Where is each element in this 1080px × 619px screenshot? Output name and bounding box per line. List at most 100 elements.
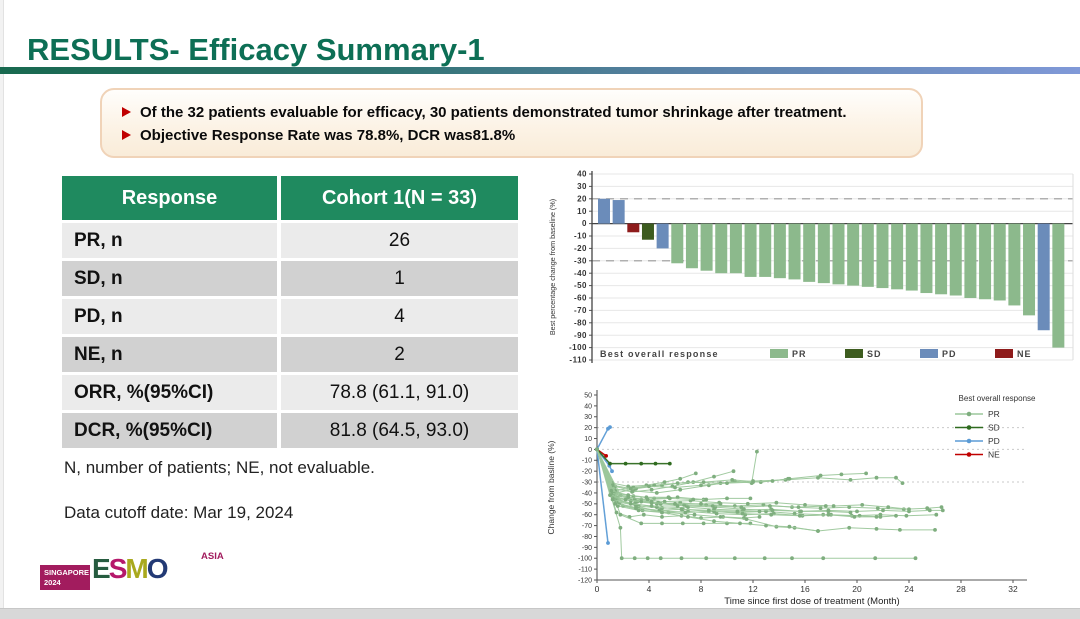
spider-line-PR xyxy=(596,449,751,524)
y-tick-label: -20 xyxy=(582,469,592,476)
spider-marker-PR xyxy=(875,506,880,511)
legend-marker-PD xyxy=(966,438,972,444)
spider-marker-PR xyxy=(595,447,599,452)
table-row: DCR, %(95%CI) 81.8 (64.5, 93.0) xyxy=(62,413,518,448)
y-tick-label: 30 xyxy=(577,182,587,191)
spider-marker-PR xyxy=(609,488,614,493)
spider-marker-PR xyxy=(662,480,667,484)
waterfall-bar-PR xyxy=(715,223,728,274)
y-tick-label: -110 xyxy=(569,356,587,365)
spider-marker-PR xyxy=(692,512,697,517)
spider-marker-PR xyxy=(618,512,623,517)
spider-line-PD xyxy=(596,449,609,544)
legend-swatch-NE xyxy=(995,349,1013,358)
spider-marker-PR xyxy=(654,491,659,495)
spider-marker-PR xyxy=(927,508,932,513)
waterfall-bar-PR xyxy=(773,223,786,279)
spider-marker-PR xyxy=(855,509,859,514)
row-label: ORR, %(95%CI) xyxy=(62,375,277,410)
spider-marker-PR xyxy=(769,512,774,517)
spider-marker-PR xyxy=(628,501,633,506)
legend-label: PR xyxy=(988,409,1000,419)
spider-line-PR xyxy=(596,449,734,493)
row-value: 4 xyxy=(281,299,518,334)
x-tick-label: 28 xyxy=(956,584,966,594)
spider-marker-PR xyxy=(704,556,709,561)
spider-marker-PR xyxy=(848,510,853,515)
spider-marker-PR xyxy=(699,501,703,506)
spider-marker-PR xyxy=(686,480,690,484)
y-tick-label: -60 xyxy=(574,294,587,303)
spider-marker-PR xyxy=(818,473,823,478)
waterfall-bar-PR xyxy=(671,223,684,264)
spider-marker-PR xyxy=(641,512,646,517)
table-row: SD, n 1 xyxy=(62,261,518,296)
spider-marker-SD xyxy=(639,461,644,466)
waterfall-bar-PR xyxy=(685,223,698,269)
legend-label: NE xyxy=(988,450,1000,460)
spider-marker-PR xyxy=(649,504,654,508)
abbreviations-note: N, number of patients; NE, not evaluable… xyxy=(64,458,375,477)
spider-marker-PR xyxy=(878,515,883,519)
spider-marker-PR xyxy=(699,483,703,488)
x-tick-label: 12 xyxy=(748,584,758,594)
y-tick-label: 40 xyxy=(584,403,592,410)
spider-marker-PR xyxy=(645,556,650,561)
waterfall-bar-PR xyxy=(700,223,713,271)
spider-marker-PR xyxy=(735,509,740,514)
y-tick-label: 10 xyxy=(584,436,592,443)
spider-marker-NE xyxy=(604,454,608,458)
spider-line-SD xyxy=(596,448,670,465)
spider-marker-PR xyxy=(666,495,671,500)
spider-marker-PD xyxy=(610,469,614,474)
y-tick-label: -100 xyxy=(578,556,592,563)
singapore-2024-badge: SINGAPORE 2024 xyxy=(40,565,90,590)
y-tick-label: 0 xyxy=(588,447,592,454)
spider-marker-PR xyxy=(816,529,820,533)
spider-marker-PR xyxy=(768,504,772,508)
spider-marker-PR xyxy=(803,503,807,507)
legend-marker-PR xyxy=(966,411,972,417)
spider-marker-PR xyxy=(649,499,654,504)
spider-marker-PR xyxy=(608,493,612,497)
spider-marker-PR xyxy=(691,497,696,502)
y-tick-label: -70 xyxy=(582,523,592,530)
spider-marker-PR xyxy=(790,556,794,561)
spider-marker-PR xyxy=(628,486,633,491)
spider-marker-PR xyxy=(647,484,651,489)
summary-bullet-1: Of the 32 patients evaluable for efficac… xyxy=(122,101,905,124)
spider-marker-PR xyxy=(693,471,698,476)
waterfall-bar-PR xyxy=(1008,223,1021,306)
spider-marker-PR xyxy=(770,479,775,483)
spider-marker-PR xyxy=(649,487,654,492)
response-table: Response Cohort 1(N = 33) PR, n 26 SD, n… xyxy=(62,176,518,451)
waterfall-bar-PR xyxy=(964,223,977,298)
spider-marker-PR xyxy=(739,505,744,509)
spider-marker-PR xyxy=(848,478,853,482)
waterfall-bar-PD xyxy=(1037,223,1050,331)
row-value: 78.8 (61.1, 91.0) xyxy=(281,375,518,410)
table-row: PR, n 26 xyxy=(62,223,518,258)
legend-label: SD xyxy=(988,423,1000,433)
bullet-arrow-icon xyxy=(122,107,131,117)
table-header-cohort: Cohort 1(N = 33) xyxy=(281,176,518,220)
legend-marker-NE xyxy=(966,452,972,457)
spider-marker-PR xyxy=(799,509,803,514)
spider-marker-PR xyxy=(639,521,644,526)
waterfall-bar-PR xyxy=(1023,223,1036,316)
spider-marker-PR xyxy=(818,506,823,511)
waterfall-bar-PD xyxy=(598,198,610,224)
spider-marker-PR xyxy=(710,504,715,508)
spider-marker-PR xyxy=(755,449,759,454)
waterfall-bar-PR xyxy=(949,223,962,296)
spider-marker-PR xyxy=(934,512,939,517)
waterfall-bar-PR xyxy=(847,223,860,286)
spider-marker-PR xyxy=(874,475,879,480)
y-tick-label: -10 xyxy=(574,232,587,241)
y-tick-label: 40 xyxy=(577,170,587,179)
spider-marker-PR xyxy=(683,510,688,515)
waterfall-bar-PR xyxy=(817,223,830,284)
spider-marker-PR xyxy=(660,510,664,515)
spider-marker-PR xyxy=(860,503,865,507)
waterfall-bar-NE xyxy=(627,223,640,233)
